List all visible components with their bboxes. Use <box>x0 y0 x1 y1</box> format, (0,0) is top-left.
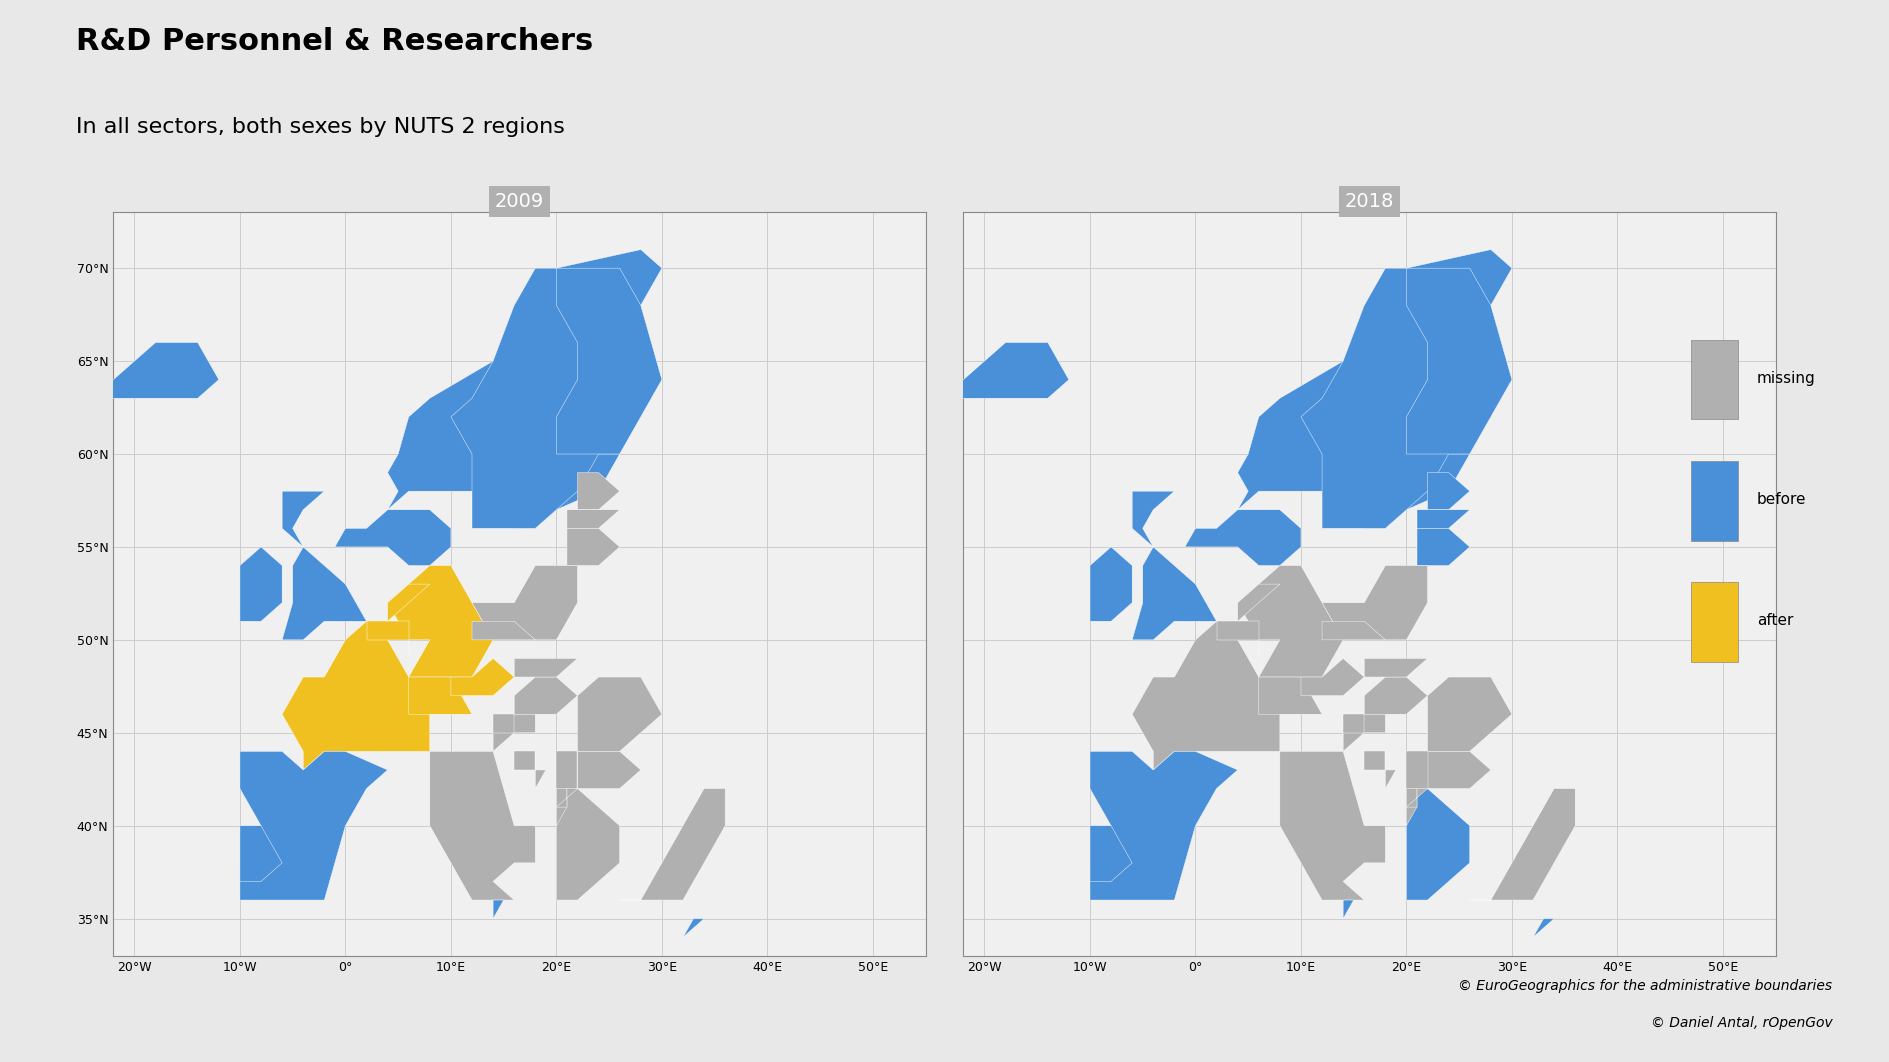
Polygon shape <box>567 529 620 566</box>
Polygon shape <box>514 752 535 770</box>
Polygon shape <box>93 343 219 398</box>
Polygon shape <box>1428 473 1470 510</box>
Polygon shape <box>472 621 535 639</box>
Polygon shape <box>1322 621 1385 639</box>
Polygon shape <box>493 901 504 919</box>
Polygon shape <box>567 510 620 529</box>
Polygon shape <box>1237 250 1511 529</box>
Polygon shape <box>1237 566 1343 678</box>
Polygon shape <box>1343 715 1364 733</box>
Polygon shape <box>1302 658 1364 696</box>
Polygon shape <box>493 715 514 733</box>
Polygon shape <box>1407 788 1470 901</box>
Polygon shape <box>408 678 472 715</box>
Polygon shape <box>493 715 535 752</box>
Polygon shape <box>1132 492 1217 639</box>
Polygon shape <box>578 473 620 510</box>
Polygon shape <box>1322 566 1428 639</box>
Polygon shape <box>1407 752 1428 788</box>
Polygon shape <box>240 752 387 901</box>
Title: 2009: 2009 <box>495 192 544 211</box>
Polygon shape <box>557 752 578 788</box>
Polygon shape <box>387 566 493 678</box>
Polygon shape <box>1534 919 1555 938</box>
Polygon shape <box>1217 621 1258 639</box>
Polygon shape <box>578 678 661 752</box>
Polygon shape <box>1343 715 1385 752</box>
Polygon shape <box>281 492 366 639</box>
Polygon shape <box>1364 752 1385 770</box>
Polygon shape <box>535 770 546 788</box>
Polygon shape <box>240 547 281 621</box>
Polygon shape <box>281 621 431 770</box>
Polygon shape <box>334 510 451 566</box>
Polygon shape <box>1385 770 1396 788</box>
Polygon shape <box>387 584 431 621</box>
Polygon shape <box>1364 678 1428 715</box>
Polygon shape <box>387 250 661 529</box>
Polygon shape <box>1090 826 1132 881</box>
Text: In all sectors, both sexes by NUTS 2 regions: In all sectors, both sexes by NUTS 2 reg… <box>76 118 565 137</box>
Bar <box>1691 461 1738 541</box>
Polygon shape <box>431 752 535 901</box>
Polygon shape <box>557 269 661 455</box>
Polygon shape <box>620 788 725 901</box>
Polygon shape <box>1417 510 1470 529</box>
Polygon shape <box>514 658 578 678</box>
Polygon shape <box>451 269 620 529</box>
Text: missing: missing <box>1757 371 1815 386</box>
Title: 2018: 2018 <box>1345 192 1394 211</box>
Polygon shape <box>1132 621 1281 770</box>
Text: © EuroGeographics for the administrative boundaries: © EuroGeographics for the administrative… <box>1458 979 1832 993</box>
Text: © Daniel Antal, rOpenGov: © Daniel Antal, rOpenGov <box>1651 1016 1832 1030</box>
Polygon shape <box>943 343 1069 398</box>
Polygon shape <box>451 658 514 696</box>
Polygon shape <box>514 678 578 715</box>
Text: after: after <box>1757 613 1793 628</box>
Polygon shape <box>1407 269 1511 455</box>
Text: R&D Personnel & Researchers: R&D Personnel & Researchers <box>76 28 593 56</box>
Polygon shape <box>1090 547 1132 621</box>
Bar <box>1691 582 1738 662</box>
Text: before: before <box>1757 492 1806 507</box>
Polygon shape <box>240 826 281 881</box>
Polygon shape <box>1364 658 1428 678</box>
Polygon shape <box>1343 901 1354 919</box>
Polygon shape <box>472 566 578 639</box>
Polygon shape <box>1281 752 1385 901</box>
Polygon shape <box>557 788 620 901</box>
Polygon shape <box>1417 529 1470 566</box>
Polygon shape <box>557 788 567 826</box>
Bar <box>1691 340 1738 419</box>
Polygon shape <box>1090 752 1237 901</box>
Polygon shape <box>1302 269 1470 529</box>
Polygon shape <box>1428 678 1511 752</box>
Polygon shape <box>1237 584 1281 621</box>
Polygon shape <box>557 788 578 807</box>
Polygon shape <box>684 919 705 938</box>
Polygon shape <box>1407 788 1417 826</box>
Polygon shape <box>1258 678 1322 715</box>
Polygon shape <box>1184 510 1302 566</box>
Polygon shape <box>366 621 408 639</box>
Polygon shape <box>1428 752 1490 788</box>
Polygon shape <box>578 752 640 788</box>
Polygon shape <box>1470 788 1575 901</box>
Polygon shape <box>1407 788 1428 807</box>
